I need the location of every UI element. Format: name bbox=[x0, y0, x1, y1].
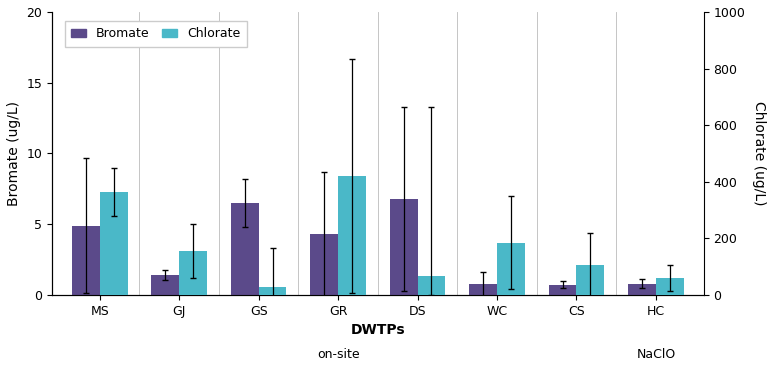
Bar bbox=[338, 176, 366, 295]
Bar bbox=[656, 278, 684, 295]
Text: NaClO: NaClO bbox=[636, 348, 676, 361]
Y-axis label: Bromate (ug/L): Bromate (ug/L) bbox=[7, 101, 21, 206]
Bar bbox=[628, 284, 656, 295]
Bar bbox=[259, 287, 287, 295]
Bar bbox=[179, 251, 207, 295]
X-axis label: DWTPs: DWTPs bbox=[350, 323, 405, 337]
Bar bbox=[549, 285, 577, 295]
Bar bbox=[100, 192, 128, 295]
Legend: Bromate, Chlorate: Bromate, Chlorate bbox=[65, 21, 247, 46]
Bar bbox=[152, 275, 179, 295]
Y-axis label: Chlorate (ug/L): Chlorate (ug/L) bbox=[752, 101, 766, 206]
Bar bbox=[310, 234, 338, 295]
Bar bbox=[390, 199, 417, 295]
Bar bbox=[497, 243, 525, 295]
Bar bbox=[577, 265, 604, 295]
Bar bbox=[72, 226, 100, 295]
Bar bbox=[417, 276, 445, 295]
Text: on-site: on-site bbox=[317, 348, 359, 361]
Bar bbox=[231, 203, 259, 295]
Bar bbox=[469, 284, 497, 295]
